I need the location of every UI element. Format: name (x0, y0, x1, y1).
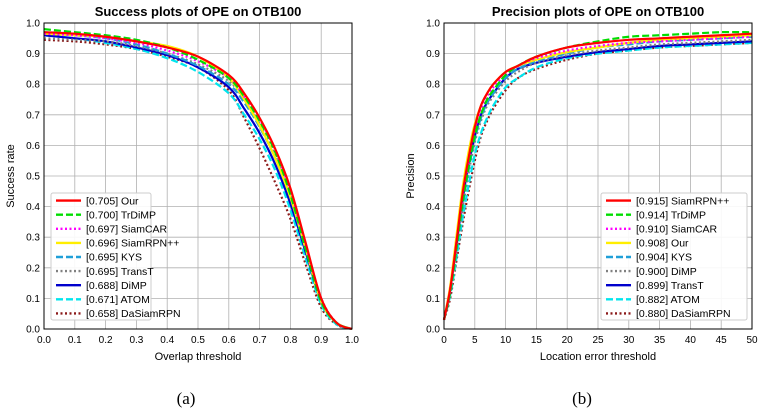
y-tick-label: 0.1 (26, 294, 40, 305)
legend-label: [0.915] SiamRPN++ (636, 195, 729, 207)
success-plot-frame (43, 22, 353, 330)
success-plot-title: Success plots of OPE on OTB100 (95, 4, 302, 19)
success-series (43, 28, 353, 331)
y-tick-label: 0.4 (426, 202, 440, 213)
y-tick-label: 0.5 (426, 172, 440, 183)
precision-legend: [0.915] SiamRPN++ [0.914] TrDiMP [0.910] S… (600, 192, 748, 321)
legend-label: [0.900] DiMP (636, 266, 697, 278)
x-tick-label: 0.4 (160, 335, 174, 346)
legend-label: [0.700] TrDiMP (86, 209, 156, 221)
y-tick-label: 0.5 (26, 172, 40, 183)
x-tick-label: 15 (531, 335, 543, 346)
series-line (43, 31, 353, 331)
legend-label: [0.688] DiMP (86, 280, 147, 292)
series-line (43, 28, 353, 331)
legend-label: [0.910] SiamCAR (636, 223, 718, 235)
legend-label: [0.705] Our (86, 195, 139, 207)
series-line (43, 31, 353, 331)
y-tick-label: 0.1 (426, 294, 440, 305)
y-tick-label: 0.4 (26, 202, 40, 213)
series-line (442, 30, 753, 321)
x-tick-label: 0.8 (283, 335, 297, 346)
precision-plot-title: Precision plots of OPE on OTB100 (492, 4, 704, 19)
success-x-axis-label: Overlap threshold (155, 351, 242, 363)
y-tick-label: 0.3 (26, 233, 40, 244)
x-tick-label: 45 (716, 335, 728, 346)
x-tick-label: 40 (685, 335, 697, 346)
legend-box (600, 192, 748, 321)
precision-x-axis-label: Location error threshold (540, 351, 656, 363)
precision-caption: (b) (572, 389, 592, 408)
y-tick-label: 0.8 (426, 80, 440, 91)
precision-y-ticks: 0.0 0.1 0.2 0.3 0.4 0.5 0.6 0.7 0.8 0.9 1.0 (426, 19, 440, 336)
y-tick-label: 0.7 (26, 110, 40, 121)
y-tick-label: 0.3 (426, 233, 440, 244)
x-tick-label: 30 (623, 335, 635, 346)
x-tick-label: 20 (562, 335, 574, 346)
success-legend: [0.705] Our [0.700] TrDiMP [0.697] SiamCAR… (50, 192, 181, 321)
legend-label: [0.908] Our (636, 238, 689, 250)
series-line (43, 34, 353, 331)
y-tick-label: 1.0 (26, 19, 40, 30)
success-plot: 0.0 0.1 0.2 0.3 0.4 0.5 0.6 0.7 0.8 0.9 1.0 0.0 0.1… (5, 4, 359, 408)
precision-plot: 0 5 10 15 20 25 30 35 40 45 50 0.00.10.20.30.40.50… (405, 4, 758, 408)
x-tick-label: 0.2 (99, 335, 113, 346)
success-y-axis-label: Success rate (5, 144, 17, 208)
x-tick-label: 0.6 (222, 335, 236, 346)
legend-label: [0.696] SiamRPN++ (86, 238, 179, 250)
legend-label: [0.899] TransT (636, 280, 704, 292)
x-tick-label: 0.3 (129, 335, 143, 346)
precision-x-ticks: 0 5 10 15 20 25 30 35 40 45 50 (441, 335, 758, 346)
precision-y-axis-label: Precision (405, 153, 417, 198)
x-tick-label: 0.5 (191, 335, 205, 346)
success-x-ticks: 0.0 0.1 0.2 0.3 0.4 0.5 0.6 0.7 0.8 0.9 1.0 (37, 335, 359, 346)
y-tick-label: 0.2 (26, 263, 40, 274)
legend-label: [0.880] DaSiamRPN (636, 308, 731, 320)
x-tick-label: 25 (592, 335, 604, 346)
legend-label: [0.671] ATOM (86, 294, 150, 306)
y-tick-label: 0.2 (426, 263, 440, 274)
precision-plot-frame (443, 22, 753, 330)
series-line (442, 41, 753, 321)
series-line (442, 38, 753, 321)
y-tick-label: 0.7 (426, 110, 440, 121)
legend-label: [0.697] SiamCAR (86, 223, 168, 235)
x-tick-label: 0.9 (314, 335, 328, 346)
legend-label: [0.914] TrDiMP (636, 209, 706, 221)
series-line (442, 32, 753, 321)
legend-label: [0.658] DaSiamRPN (86, 308, 181, 320)
x-tick-label: 0.7 (253, 335, 267, 346)
x-tick-label: 5 (472, 335, 478, 346)
x-tick-label: 0.0 (37, 335, 51, 346)
legend-box (50, 192, 152, 321)
x-tick-label: 1.0 (345, 335, 359, 346)
legend-label: [0.882] ATOM (636, 294, 700, 306)
success-y-ticks: 0.0 0.1 0.2 0.3 0.4 0.5 0.6 0.7 0.8 0.9 1.0 (26, 19, 40, 336)
y-tick-label: 0.9 (26, 49, 40, 60)
y-tick-label: 1.0 (426, 19, 440, 30)
y-tick-label: 0.0 (426, 325, 440, 336)
precision-series (442, 30, 753, 321)
success-caption: (a) (177, 389, 196, 408)
y-tick-label: 0.0 (26, 325, 40, 336)
x-tick-label: 0.1 (68, 335, 82, 346)
y-tick-label: 0.8 (26, 80, 40, 91)
y-tick-label: 0.9 (426, 49, 440, 60)
x-tick-label: 10 (500, 335, 512, 346)
legend-label: [0.695] TransT (86, 266, 154, 278)
y-tick-label: 0.6 (426, 141, 440, 152)
series-line (442, 41, 753, 321)
legend-label: [0.695] KYS (86, 252, 142, 264)
x-tick-label: 50 (746, 335, 758, 346)
legend-label: [0.904] KYS (636, 252, 692, 264)
x-tick-label: 35 (654, 335, 666, 346)
y-tick-label: 0.6 (26, 141, 40, 152)
x-tick-label: 0 (441, 335, 447, 346)
